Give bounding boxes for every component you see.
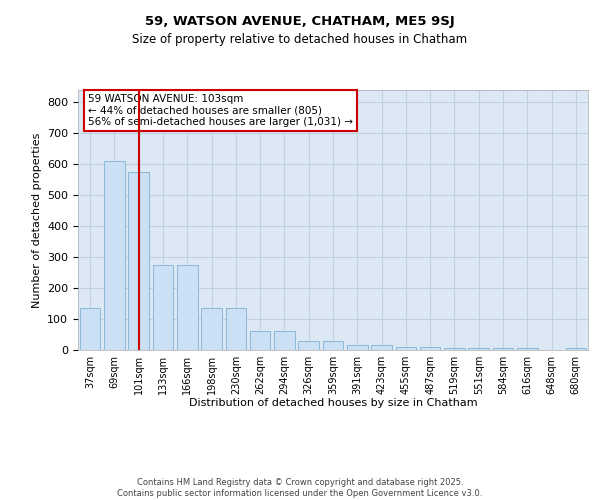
Bar (493, 348, 514, 350)
Bar (128, 172, 149, 350)
Bar (469, 348, 489, 350)
Bar (566, 348, 586, 350)
Bar (250, 332, 271, 350)
Bar (274, 332, 295, 350)
Bar (420, 347, 440, 350)
Text: Contains HM Land Registry data © Crown copyright and database right 2025.
Contai: Contains HM Land Registry data © Crown c… (118, 478, 482, 498)
Text: Size of property relative to detached houses in Chatham: Size of property relative to detached ho… (133, 32, 467, 46)
Bar (177, 265, 197, 350)
Bar (517, 348, 538, 350)
X-axis label: Distribution of detached houses by size in Chatham: Distribution of detached houses by size … (188, 398, 478, 408)
Bar (152, 265, 173, 350)
Bar (104, 161, 125, 350)
Y-axis label: Number of detached properties: Number of detached properties (32, 132, 41, 308)
Bar (395, 347, 416, 350)
Bar (371, 346, 392, 350)
Text: 59, WATSON AVENUE, CHATHAM, ME5 9SJ: 59, WATSON AVENUE, CHATHAM, ME5 9SJ (145, 15, 455, 28)
Bar (298, 342, 319, 350)
Bar (444, 348, 465, 350)
Bar (80, 308, 100, 350)
Bar (226, 308, 246, 350)
Bar (347, 346, 368, 350)
Bar (201, 308, 222, 350)
Text: 59 WATSON AVENUE: 103sqm
← 44% of detached houses are smaller (805)
56% of semi-: 59 WATSON AVENUE: 103sqm ← 44% of detach… (88, 94, 353, 127)
Bar (323, 342, 343, 350)
